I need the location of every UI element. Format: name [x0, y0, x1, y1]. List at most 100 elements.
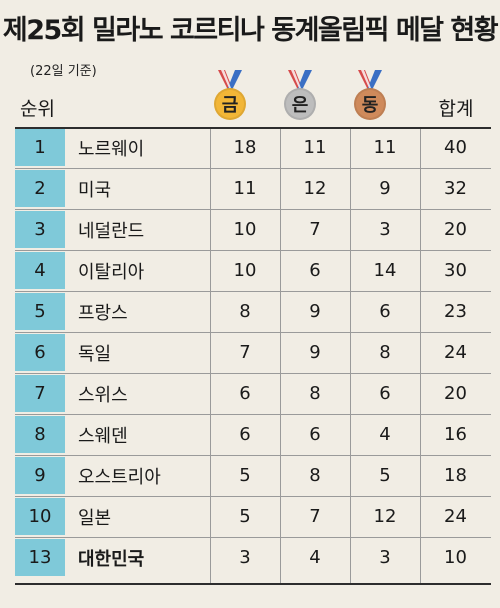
rank-cell: 10	[15, 498, 65, 535]
gold-ribbon-icon	[218, 70, 242, 90]
total-count: 20	[444, 383, 467, 404]
rank-cell: 13	[15, 539, 65, 576]
country-cell: 스위스	[78, 384, 128, 406]
bronze-count: 4	[379, 424, 391, 445]
table-row: 6 독일 7 9 8 24	[15, 334, 491, 371]
country-cell: 스웨덴	[78, 425, 128, 447]
table-row: 7 스위스 6 8 6 20	[15, 375, 491, 412]
column-divider	[350, 129, 351, 583]
country-cell: 독일	[78, 343, 112, 365]
silver-count: 9	[309, 342, 321, 363]
table-row: 3 네덜란드 10 7 3 20	[15, 211, 491, 248]
country-cell: 미국	[78, 179, 112, 201]
date-note: (22일 기준)	[30, 64, 97, 79]
bronze-count: 3	[379, 547, 391, 568]
table-row: 5 프랑스 8 9 6 23	[15, 293, 491, 330]
table-row: 9 오스트리아 5 8 5 18	[15, 457, 491, 494]
table-row-korea: 13 대한민국 3 4 3 10	[15, 539, 491, 576]
bronze-ribbon-icon	[358, 70, 382, 90]
row-divider	[15, 373, 491, 374]
total-count: 18	[444, 465, 467, 486]
page-title: 제25회 밀라노 코르티나 동계올림픽 메달 현황	[2, 15, 499, 46]
table-row: 10 일본 5 7 12 24	[15, 498, 491, 535]
table-row: 2 미국 11 12 9 32	[15, 170, 491, 207]
bronze-count: 5	[379, 465, 391, 486]
gold-count: 6	[239, 383, 251, 404]
rank-cell: 5	[15, 293, 65, 330]
gold-count: 3	[239, 547, 251, 568]
gold-count: 6	[239, 424, 251, 445]
rank-cell: 2	[15, 170, 65, 207]
total-count: 32	[444, 178, 467, 199]
table-row: 1 노르웨이 18 11 11 40	[15, 129, 491, 166]
bronze-count: 14	[373, 260, 397, 281]
rank-cell: 3	[15, 211, 65, 248]
country-cell: 대한민국	[78, 548, 145, 570]
country-cell: 오스트리아	[78, 466, 161, 488]
bronze-count: 6	[379, 301, 391, 322]
bronze-count: 11	[373, 137, 397, 158]
row-divider	[15, 455, 491, 456]
table-row: 4 이탈리아 10 6 14 30	[15, 252, 491, 289]
silver-count: 7	[309, 219, 321, 240]
total-count: 24	[444, 506, 467, 527]
total-header: 합계	[438, 98, 474, 120]
table-row: 8 스웨덴 6 6 4 16	[15, 416, 491, 453]
bronze-count: 9	[379, 178, 391, 199]
gold-label: 금	[214, 88, 246, 120]
row-divider	[15, 168, 491, 169]
bronze-label: 동	[354, 88, 386, 120]
gold-count: 18	[233, 137, 257, 158]
row-divider	[15, 332, 491, 333]
rank-cell: 4	[15, 252, 65, 289]
country-cell: 프랑스	[78, 302, 128, 324]
gold-count: 10	[233, 260, 257, 281]
row-divider	[15, 496, 491, 497]
country-cell: 노르웨이	[78, 138, 145, 160]
row-divider	[15, 414, 491, 415]
silver-count: 12	[303, 178, 327, 199]
rank-cell: 9	[15, 457, 65, 494]
total-count: 16	[444, 424, 467, 445]
total-count: 24	[444, 342, 467, 363]
silver-count: 7	[309, 506, 321, 527]
total-count: 40	[444, 137, 467, 158]
total-count: 23	[444, 301, 467, 322]
column-divider	[420, 129, 421, 583]
silver-label: 은	[284, 88, 316, 120]
column-divider	[210, 129, 211, 583]
rank-cell: 8	[15, 416, 65, 453]
country-cell: 일본	[78, 507, 112, 529]
row-divider	[15, 537, 491, 538]
silver-count: 11	[303, 137, 327, 158]
column-divider	[280, 129, 281, 583]
silver-count: 8	[309, 465, 321, 486]
medal-table: 1 노르웨이 18 11 11 40 2 미국 11 12 9 32 3 네덜란…	[15, 127, 491, 585]
row-divider	[15, 250, 491, 251]
rank-cell: 1	[15, 129, 65, 166]
bronze-count: 3	[379, 219, 391, 240]
gold-medal-icon: 금	[205, 70, 255, 130]
silver-ribbon-icon	[288, 70, 312, 90]
total-count: 10	[444, 547, 467, 568]
country-cell: 이탈리아	[78, 261, 145, 283]
silver-count: 6	[309, 260, 321, 281]
bronze-count: 8	[379, 342, 391, 363]
gold-count: 11	[233, 178, 257, 199]
rank-cell: 6	[15, 334, 65, 371]
silver-count: 8	[309, 383, 321, 404]
bronze-count: 6	[379, 383, 391, 404]
row-divider	[15, 291, 491, 292]
rank-header: 순위	[20, 98, 55, 120]
gold-count: 8	[239, 301, 251, 322]
silver-count: 9	[309, 301, 321, 322]
bronze-count: 12	[373, 506, 397, 527]
gold-count: 10	[233, 219, 257, 240]
gold-count: 5	[239, 465, 251, 486]
table-header: 순위 금 은 동 합계	[0, 70, 500, 130]
bronze-medal-icon: 동	[345, 70, 395, 130]
gold-count: 5	[239, 506, 251, 527]
rank-cell: 7	[15, 375, 65, 412]
total-count: 20	[444, 219, 467, 240]
row-divider	[15, 209, 491, 210]
